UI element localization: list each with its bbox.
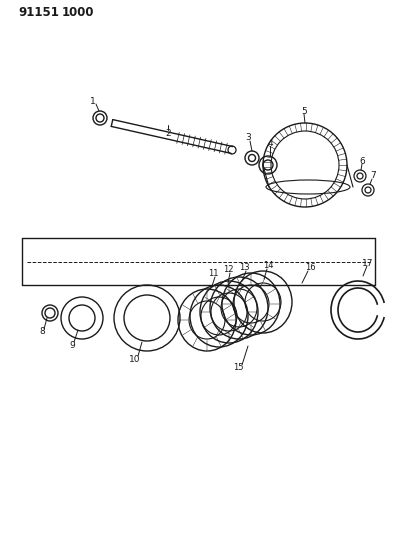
Text: 16: 16	[304, 263, 315, 272]
Text: 4: 4	[267, 139, 273, 148]
Text: 6: 6	[359, 157, 365, 166]
Text: 2: 2	[165, 128, 171, 138]
Text: 1: 1	[90, 96, 96, 106]
Text: 3: 3	[245, 133, 251, 142]
Text: 1000: 1000	[62, 6, 94, 20]
Text: 11: 11	[208, 270, 218, 279]
Text: 17: 17	[362, 259, 374, 268]
Text: 8: 8	[39, 327, 45, 336]
Text: 15: 15	[233, 364, 243, 373]
Text: 91151: 91151	[18, 6, 59, 20]
Text: 9: 9	[69, 341, 75, 350]
Text: 5: 5	[301, 107, 307, 116]
Text: 13: 13	[239, 263, 249, 272]
Text: 10: 10	[129, 356, 141, 365]
Text: 7: 7	[370, 172, 376, 181]
Text: 12: 12	[223, 265, 233, 274]
Text: 14: 14	[263, 262, 273, 271]
